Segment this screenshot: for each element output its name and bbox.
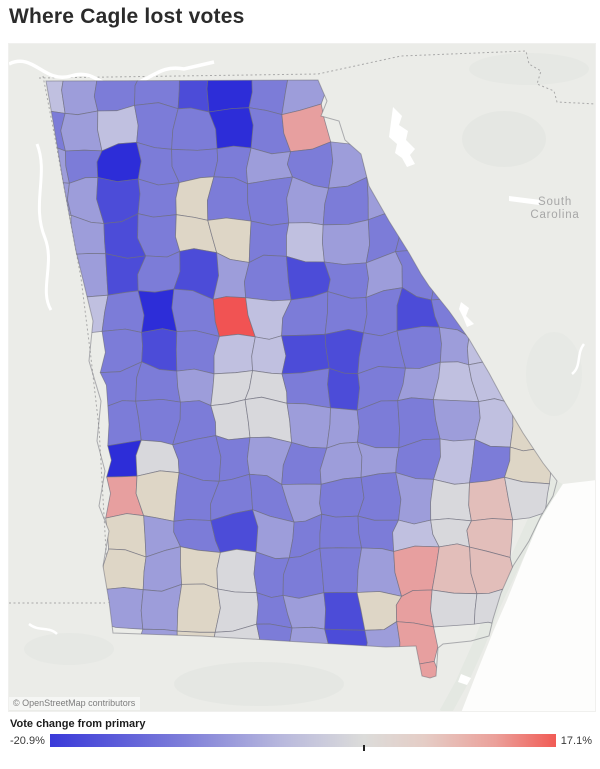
county-cell[interactable] <box>430 518 473 548</box>
county-cell[interactable] <box>251 335 287 375</box>
county-cell[interactable] <box>319 547 363 594</box>
county-cell[interactable] <box>175 330 220 375</box>
county-cell[interactable] <box>247 176 294 226</box>
county-cell[interactable] <box>137 288 178 333</box>
county-cell[interactable] <box>176 583 221 633</box>
county-cell[interactable] <box>394 214 440 256</box>
county-cell[interactable] <box>135 398 181 446</box>
county-cell[interactable] <box>432 399 481 442</box>
page-title: Where Cagle lost votes <box>9 5 245 28</box>
color-legend: Vote change from primary -20.9% 17.1% <box>8 718 592 751</box>
legend-title: Vote change from primary <box>10 718 146 730</box>
county-cell[interactable] <box>215 434 251 482</box>
county-cell[interactable] <box>319 513 363 549</box>
georgia-choropleth[interactable] <box>9 44 596 712</box>
county-cell[interactable] <box>62 294 109 334</box>
county-cell[interactable] <box>134 102 179 150</box>
county-cell[interactable] <box>137 213 181 258</box>
neighbor-state-label: South Carolina <box>530 196 580 222</box>
ocean <box>461 480 595 711</box>
county-cell[interactable] <box>396 326 442 369</box>
county-cell[interactable] <box>321 219 371 265</box>
county-cell[interactable] <box>177 68 210 113</box>
county-cell[interactable] <box>248 69 289 116</box>
county-cell[interactable] <box>430 589 478 628</box>
legend-min-label: -20.9% <box>10 734 45 747</box>
county-cell[interactable] <box>97 587 144 630</box>
county-cell[interactable] <box>395 472 435 525</box>
county-cell[interactable] <box>61 253 109 298</box>
county-layer[interactable] <box>25 67 552 699</box>
county-cell[interactable] <box>281 333 330 375</box>
county-cell[interactable] <box>319 476 365 518</box>
county-cell[interactable] <box>324 328 365 375</box>
county-cell[interactable] <box>286 222 325 263</box>
county-cell[interactable] <box>176 368 215 407</box>
county-cell[interactable] <box>327 367 361 411</box>
county-cell[interactable] <box>357 472 402 521</box>
county-cell[interactable] <box>107 400 142 447</box>
county-cell[interactable] <box>210 399 251 441</box>
county-cell[interactable] <box>466 329 507 368</box>
county-cell[interactable] <box>430 254 479 301</box>
county-cell[interactable] <box>30 110 66 152</box>
county-cell[interactable] <box>430 478 472 522</box>
county-cell[interactable] <box>60 110 103 152</box>
legend-max-label: 17.1% <box>560 734 592 747</box>
state-outline <box>45 79 558 679</box>
county-cell[interactable] <box>324 291 368 335</box>
rivers <box>9 59 586 685</box>
county-cell[interactable] <box>356 441 400 478</box>
legend-gradient-bar[interactable] <box>49 734 556 751</box>
county-cell[interactable] <box>286 402 331 449</box>
county-cell[interactable] <box>288 626 332 668</box>
county-cell[interactable] <box>324 628 368 666</box>
county-cell[interactable] <box>216 548 258 594</box>
legend-row: -20.9% 17.1% <box>8 734 592 751</box>
county-cell[interactable] <box>396 621 439 665</box>
county-cell[interactable] <box>356 400 400 449</box>
county-cell[interactable] <box>244 396 293 444</box>
county-cell[interactable] <box>243 254 292 302</box>
county-cell[interactable] <box>180 546 221 590</box>
county-cell[interactable] <box>206 176 252 222</box>
county-cell[interactable] <box>137 178 180 218</box>
osm-attribution: © OpenStreetMap contributors <box>9 697 141 710</box>
county-cell[interactable] <box>213 333 256 375</box>
map-canvas[interactable]: South Carolina © OpenStreetMap contribut… <box>8 43 596 712</box>
county-cell[interactable] <box>396 660 441 699</box>
county-cell[interactable] <box>100 548 147 591</box>
legend-zero-tick <box>362 745 365 751</box>
county-cell[interactable] <box>281 367 331 409</box>
county-cell[interactable] <box>101 290 145 333</box>
county-cell[interactable] <box>140 583 183 632</box>
county-cell[interactable] <box>366 176 398 221</box>
basemap-tiles <box>9 50 595 711</box>
county-cell[interactable] <box>254 623 293 667</box>
